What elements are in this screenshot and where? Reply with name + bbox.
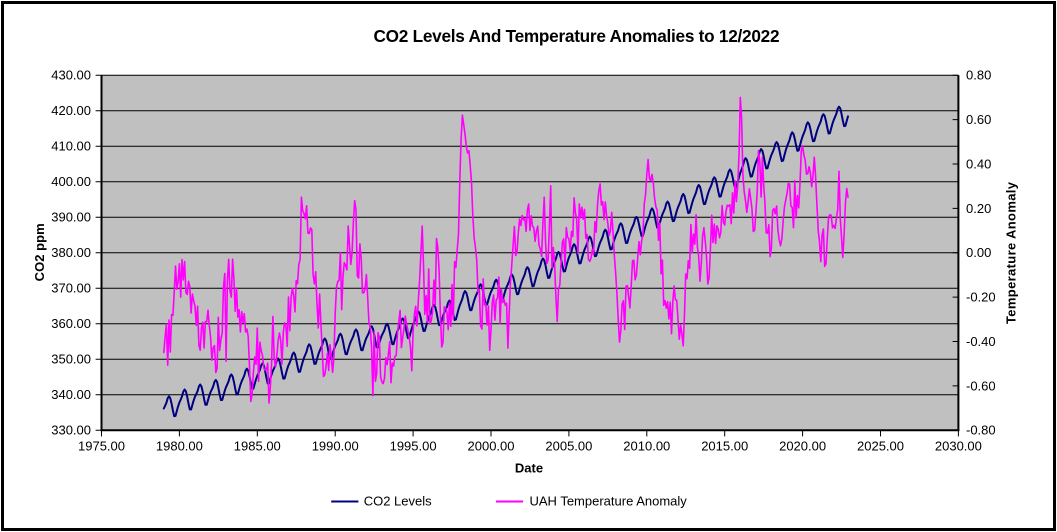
svg-text:410.00: 410.00 [51,139,91,154]
svg-text:Date: Date [515,461,543,476]
svg-text:330.00: 330.00 [51,423,91,438]
svg-text:1990.00: 1990.00 [312,439,359,454]
svg-text:2000.00: 2000.00 [468,439,515,454]
svg-text:1980.00: 1980.00 [156,439,203,454]
svg-text:340.00: 340.00 [51,387,91,402]
svg-text:420.00: 420.00 [51,103,91,118]
svg-text:CO2 Levels And Temperature Ano: CO2 Levels And Temperature Anomalies to … [374,26,780,46]
svg-text:-0.40: -0.40 [966,334,996,349]
svg-text:2020.00: 2020.00 [779,439,826,454]
svg-text:1975.00: 1975.00 [78,439,125,454]
svg-text:-0.20: -0.20 [966,290,996,305]
svg-text:-0.60: -0.60 [966,378,996,393]
svg-text:390.00: 390.00 [51,210,91,225]
svg-text:2030.00: 2030.00 [935,439,982,454]
svg-text:2025.00: 2025.00 [857,439,904,454]
svg-text:0.60: 0.60 [966,112,991,127]
svg-text:430.00: 430.00 [51,68,91,83]
svg-text:1985.00: 1985.00 [234,439,281,454]
svg-text:1995.00: 1995.00 [390,439,437,454]
svg-text:CO2 ppm: CO2 ppm [32,223,47,281]
svg-text:0.00: 0.00 [966,245,991,260]
svg-text:0.20: 0.20 [966,201,991,216]
svg-text:0.80: 0.80 [966,68,991,83]
svg-text:360.00: 360.00 [51,316,91,331]
svg-text:UAH Temperature Anomaly: UAH Temperature Anomaly [530,494,688,509]
svg-text:2005.00: 2005.00 [545,439,592,454]
svg-text:2010.00: 2010.00 [623,439,670,454]
svg-text:400.00: 400.00 [51,174,91,189]
svg-text:350.00: 350.00 [51,352,91,367]
svg-text:380.00: 380.00 [51,245,91,260]
svg-text:370.00: 370.00 [51,281,91,296]
svg-text:0.40: 0.40 [966,156,991,171]
svg-text:Temperature Anomaly: Temperature Anomaly [1004,181,1019,324]
svg-text:CO2 Levels: CO2 Levels [364,494,432,509]
svg-text:-0.80: -0.80 [966,423,996,438]
svg-text:2015.00: 2015.00 [701,439,748,454]
